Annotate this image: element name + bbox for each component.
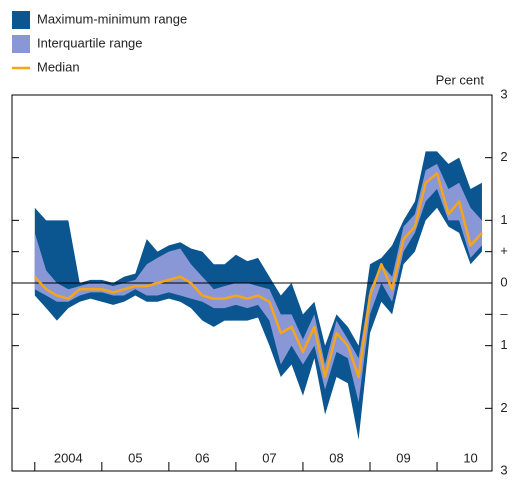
x-tick-label: 09 xyxy=(396,450,410,465)
x-tick-label: 10 xyxy=(463,450,477,465)
y-tick-label: 3 xyxy=(500,86,507,101)
x-tick-label: 08 xyxy=(329,450,343,465)
median-line xyxy=(33,172,483,379)
y-axis-label: Per cent xyxy=(436,72,485,87)
y-tick-label: – xyxy=(500,306,508,321)
x-tick-label: 2004 xyxy=(54,450,83,465)
legend-label: Maximum-minimum range xyxy=(37,11,187,26)
x-tick-label: 06 xyxy=(195,450,209,465)
y-tick-label: 1 xyxy=(500,337,507,352)
x-tick-label: 05 xyxy=(128,450,142,465)
y-tick-label: 3 xyxy=(500,462,507,477)
y-tick-label: + xyxy=(500,243,508,258)
y-tick-label: 0 xyxy=(500,274,507,289)
y-tick-label: 2 xyxy=(500,149,507,164)
legend-swatch xyxy=(12,11,30,29)
x-tick-label: 07 xyxy=(262,450,276,465)
legend-label: Interquartile range xyxy=(37,35,143,50)
legend-label: Median xyxy=(37,59,80,74)
y-tick-label: 2 xyxy=(500,400,507,415)
legend-swatch xyxy=(12,35,30,53)
y-tick-label: 1 xyxy=(500,212,507,227)
